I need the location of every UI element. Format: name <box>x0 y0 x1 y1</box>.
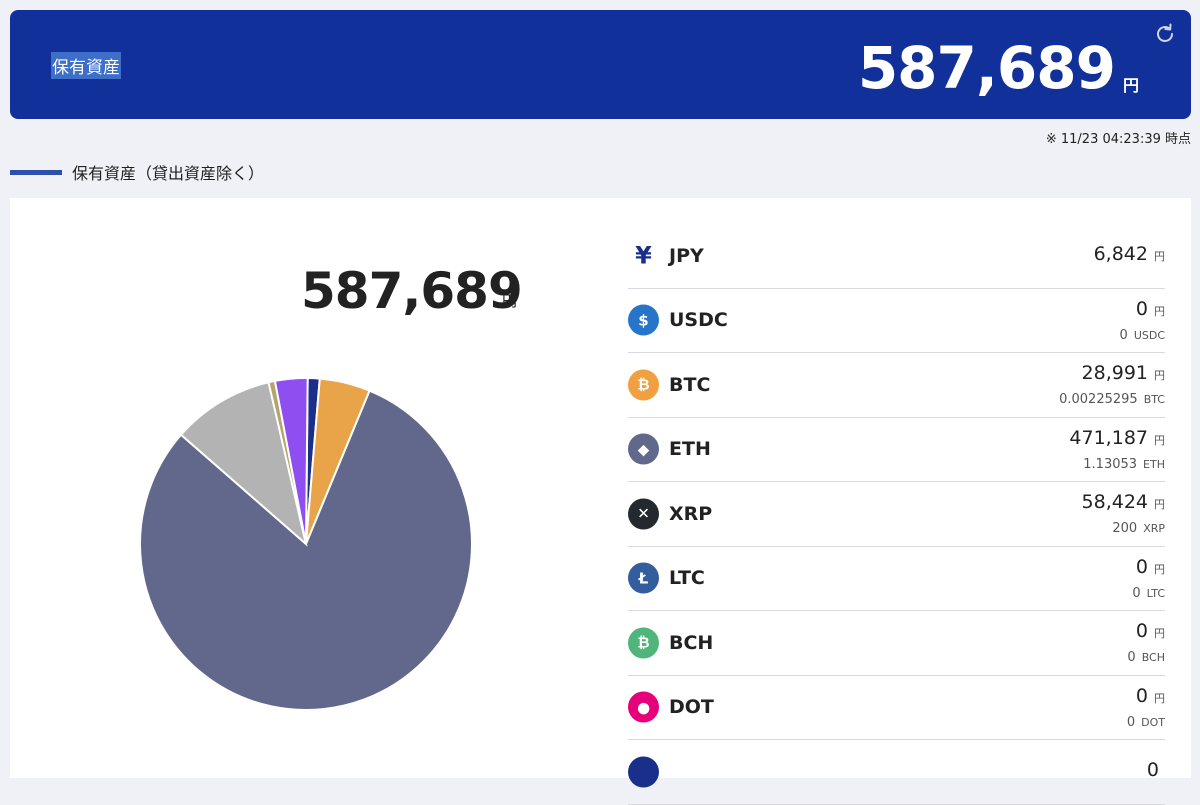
coin-icon <box>628 756 659 788</box>
section-accent-bar <box>10 169 62 175</box>
banner-amount: 587,689 <box>857 34 1116 102</box>
asset-jpy-value: 0 <box>1147 759 1165 781</box>
timestamp: ※ 11/23 04:23:39 時点 <box>1045 132 1191 147</box>
asset-jpy-number: 0 <box>1135 297 1148 320</box>
banner-label: 保有資産 <box>51 52 121 79</box>
asset-symbol: XRP <box>669 502 713 525</box>
asset-quantity: 0.00225295 BTC <box>1059 392 1165 407</box>
usdc-icon: $ <box>628 304 659 336</box>
section-header: 保有資産（貸出資産除く） <box>10 160 264 184</box>
asset-quantity-number: 1.13053 <box>1083 456 1138 472</box>
asset-symbol: JPY <box>669 244 704 267</box>
ltc-icon: Ł <box>628 562 659 594</box>
section-title: 保有資産（貸出資産除く） <box>72 164 265 183</box>
asset-jpy-unit: 円 <box>1154 369 1165 382</box>
asset-quantity: 0 DOT <box>1127 715 1165 730</box>
asset-jpy-unit: 円 <box>1154 250 1165 263</box>
xrp-icon: ✕ <box>628 498 659 530</box>
asset-quantity-unit: DOT <box>1141 715 1165 729</box>
asset-symbol: LTC <box>669 567 705 590</box>
asset-quantity-number: 0 <box>1127 650 1136 665</box>
asset-row[interactable]: ¥ JPY 6,842 円 <box>628 224 1165 289</box>
asset-jpy-unit: 円 <box>1154 498 1165 511</box>
total-amount: 587,689 <box>301 262 523 320</box>
asset-symbol: ETH <box>669 438 711 461</box>
asset-quantity-unit: XRP <box>1143 522 1165 535</box>
asset-quantity-number: 200 <box>1112 521 1138 536</box>
bch-icon: ₿ <box>628 627 659 659</box>
asset-row[interactable]: $ USDC 0 円 0 USDC <box>628 289 1165 353</box>
asset-quantity: 0 LTC <box>1132 586 1165 601</box>
asset-quantity-unit: LTC <box>1146 586 1165 600</box>
asset-quantity-unit: USDC <box>1133 328 1165 342</box>
asset-jpy-number: 0 <box>1135 684 1148 707</box>
asset-quantity: 0 BCH <box>1127 650 1165 665</box>
asset-quantity: 1.13053 ETH <box>1083 457 1165 472</box>
asset-jpy-unit: 円 <box>1154 562 1165 576</box>
asset-quantity: 0 USDC <box>1120 328 1165 343</box>
asset-list: ¥ JPY 6,842 円 $ USDC 0 円 0 USDC ₿ BTC 28,991 円 0.00225… <box>628 224 1165 805</box>
asset-jpy-unit: 円 <box>1154 627 1165 640</box>
asset-jpy-number: 58,424 <box>1081 491 1148 513</box>
asset-row[interactable]: ✕ XRP 58,424 円 200 XRP <box>628 482 1165 547</box>
asset-jpy-value: 28,991 円 <box>1082 362 1165 384</box>
asset-jpy-number: 0 <box>1135 555 1148 578</box>
asset-symbol: DOT <box>669 696 714 719</box>
asset-symbol: BTC <box>669 373 711 396</box>
asset-quantity-number: 0.00225295 <box>1059 392 1138 407</box>
dot-icon: ● <box>628 691 659 723</box>
asset-jpy-unit: 円 <box>1154 691 1165 705</box>
pie-slice-xrp <box>179 381 308 547</box>
asset-jpy-value: 471,187 円 <box>1069 427 1165 449</box>
asset-jpy-unit: 円 <box>1154 433 1165 447</box>
asset-row[interactable]: Ł LTC 0 円 0 LTC <box>628 547 1165 611</box>
refresh-icon[interactable] <box>1153 22 1177 46</box>
asset-jpy-value: 58,424 円 <box>1082 491 1165 513</box>
asset-symbol: USDC <box>669 309 728 332</box>
asset-quantity: 200 XRP <box>1112 521 1165 536</box>
asset-row[interactable]: ● DOT 0 円 0 DOT <box>628 676 1165 740</box>
assets-card: 587,689 円 ¥ JPY 6,842 円 $ USDC 0 円 0 USDC ₿ BTC 28,9… <box>10 198 1191 805</box>
asset-quantity-unit: BCH <box>1141 651 1165 664</box>
asset-jpy-number: 28,991 <box>1081 362 1148 384</box>
btc-icon: ₿ <box>628 369 659 401</box>
asset-quantity-number: 0 <box>1126 714 1136 730</box>
total-assets-banner: 保有資産 587,689 円 <box>10 10 1191 119</box>
asset-row[interactable]: 0 <box>628 740 1165 805</box>
asset-jpy-number: 0 <box>1146 759 1159 781</box>
asset-quantity-unit: BTC <box>1143 393 1165 406</box>
asset-quantity-unit: ETH <box>1143 457 1165 471</box>
yen-icon: ¥ <box>635 241 652 270</box>
total-unit: 円 <box>502 292 518 310</box>
asset-jpy-value: 6,842 円 <box>1094 243 1165 265</box>
asset-row[interactable]: ₿ BCH 0 円 0 BCH <box>628 611 1165 676</box>
pie-slice-eth <box>139 389 473 711</box>
asset-pie-chart <box>139 376 473 711</box>
asset-jpy-number: 471,187 <box>1069 426 1148 449</box>
eth-icon: ◆ <box>628 433 659 465</box>
asset-jpy-number: 6,842 <box>1093 243 1148 265</box>
pie-slice-other-2 <box>273 377 309 545</box>
asset-symbol: BCH <box>669 631 714 654</box>
asset-row[interactable]: ◆ ETH 471,187 円 1.13053 ETH <box>628 418 1165 482</box>
banner-unit: 円 <box>1122 76 1139 95</box>
asset-row[interactable]: ₿ BTC 28,991 円 0.00225295 BTC <box>628 353 1165 418</box>
asset-jpy-unit: 円 <box>1154 304 1165 318</box>
asset-quantity-number: 0 <box>1119 327 1128 343</box>
asset-jpy-number: 0 <box>1135 620 1148 642</box>
asset-quantity-number: 0 <box>1132 585 1141 601</box>
